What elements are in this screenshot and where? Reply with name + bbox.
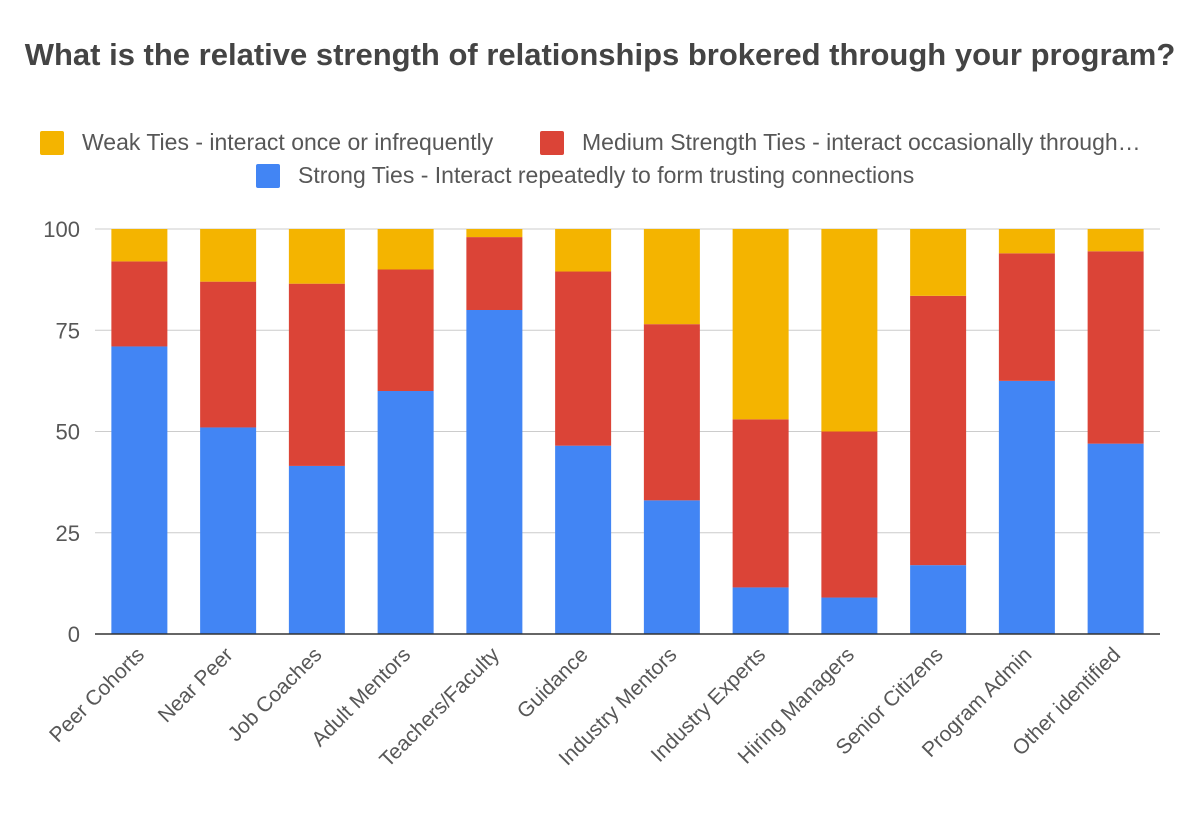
x-tick-label: Near Peer xyxy=(154,643,238,727)
y-tick-label: 100 xyxy=(43,217,80,242)
bar-segment-weak[interactable] xyxy=(1087,229,1144,252)
bar-segment-medium[interactable] xyxy=(910,295,967,566)
bar-segment-strong[interactable] xyxy=(288,465,345,634)
bar-segment-medium[interactable] xyxy=(111,261,168,347)
bar-segment-weak[interactable] xyxy=(732,229,789,420)
bar-segment-strong[interactable] xyxy=(111,346,168,634)
bar-segment-weak[interactable] xyxy=(821,229,878,432)
bar-segment-medium[interactable] xyxy=(732,419,789,588)
legend-item-weak[interactable]: Weak Ties - interact once or infrequentl… xyxy=(40,127,520,157)
bar-segment-strong[interactable] xyxy=(377,391,434,634)
bar-segment-medium[interactable] xyxy=(377,269,434,392)
legend-item-strong[interactable]: Strong Ties - Interact repeatedly to for… xyxy=(256,160,956,190)
y-tick-label: 50 xyxy=(56,420,80,445)
bar-segment-weak[interactable] xyxy=(288,229,345,284)
gridlines xyxy=(95,228,1160,534)
y-tick-label: 25 xyxy=(56,521,80,546)
x-tick-label: Guidance xyxy=(513,643,593,723)
bar-segment-strong[interactable] xyxy=(200,427,257,634)
x-tick-label: Peer Cohorts xyxy=(45,643,149,747)
bar-segment-medium[interactable] xyxy=(643,324,700,501)
bar-segment-strong[interactable] xyxy=(821,597,878,634)
bar-segment-strong[interactable] xyxy=(732,587,789,634)
legend-swatch-strong xyxy=(256,164,280,188)
bar-segment-weak[interactable] xyxy=(200,229,257,282)
bar-segment-medium[interactable] xyxy=(821,431,878,598)
legend-swatch-medium xyxy=(540,131,564,155)
bar-segment-weak[interactable] xyxy=(998,229,1055,254)
bar-segment-weak[interactable] xyxy=(466,229,523,238)
bar-segment-medium[interactable] xyxy=(998,253,1055,381)
y-tick-label: 0 xyxy=(68,622,80,647)
bar-segment-strong[interactable] xyxy=(1087,443,1144,634)
bar-segment-weak[interactable] xyxy=(377,229,434,270)
bar-segment-medium[interactable] xyxy=(1087,251,1144,444)
bar-segment-strong[interactable] xyxy=(910,565,967,634)
legend-swatch-weak xyxy=(40,131,64,155)
bar-segment-weak[interactable] xyxy=(910,229,967,296)
bar-segment-weak[interactable] xyxy=(643,229,700,325)
bar-segment-medium[interactable] xyxy=(200,281,257,428)
chart-title: What is the relative strength of relatio… xyxy=(24,37,1176,72)
bar-segment-strong[interactable] xyxy=(555,445,612,634)
y-tick-label: 75 xyxy=(56,318,80,343)
bar-segment-weak[interactable] xyxy=(555,229,612,272)
bar-segment-strong[interactable] xyxy=(643,500,700,634)
bar-segment-weak[interactable] xyxy=(111,229,168,262)
bar-segment-medium[interactable] xyxy=(466,237,523,310)
bar-segment-strong[interactable] xyxy=(466,310,523,634)
bar-segment-strong[interactable] xyxy=(998,380,1055,634)
legend-item-medium[interactable]: Medium Strength Ties - interact occasion… xyxy=(540,127,1160,157)
bar-segment-medium[interactable] xyxy=(288,283,345,466)
bars xyxy=(111,229,1144,634)
bar-segment-medium[interactable] xyxy=(555,271,612,446)
